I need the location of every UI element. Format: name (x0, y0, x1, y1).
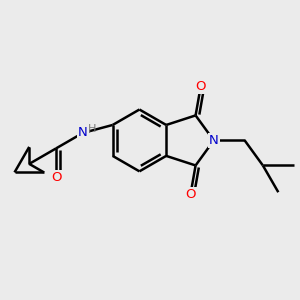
Text: H: H (88, 124, 97, 134)
Text: O: O (195, 80, 206, 93)
Text: O: O (185, 188, 196, 201)
Text: O: O (51, 171, 61, 184)
Text: N: N (209, 134, 219, 147)
Text: N: N (78, 127, 88, 140)
